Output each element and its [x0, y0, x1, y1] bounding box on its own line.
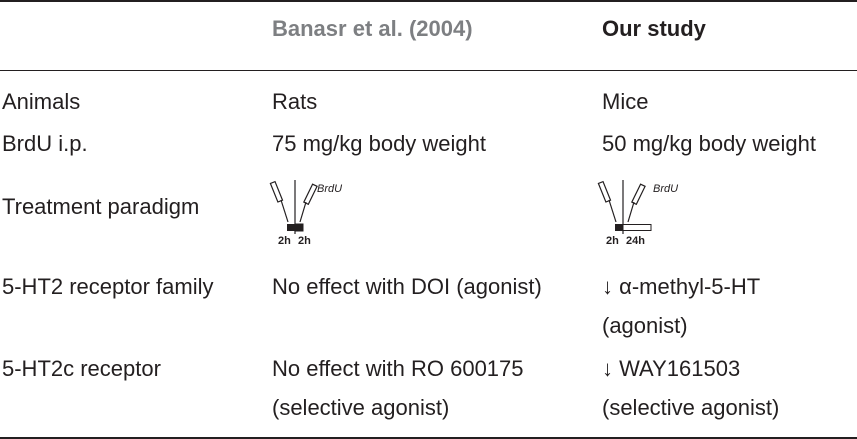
syringe-icon: [627, 183, 646, 223]
pre-interval-label: 2h: [606, 235, 619, 246]
ours-brdu-dose: 50 mg/kg body weight: [602, 131, 817, 156]
post-interval-label: 24h: [626, 235, 645, 246]
table-bottom-rule: [0, 437, 857, 439]
ours-treatment-diagram: BrdU 2h 24h: [596, 178, 706, 246]
header-our-study: Our study: [602, 16, 706, 41]
row-label-treatment: Treatment paradigm: [2, 194, 200, 219]
syringe-icon: [299, 183, 318, 223]
ours-5ht2c-line2: (selective agonist): [602, 395, 780, 420]
row-label-animals: Animals: [2, 89, 81, 114]
ours-5ht2c-line1: ↓ WAY161503: [602, 356, 741, 381]
post-interval-bar: [622, 224, 652, 231]
row-label-5ht2-family: 5-HT2 receptor family: [2, 274, 214, 299]
pre-interval-bar: [615, 224, 623, 231]
syringe-icon: [597, 180, 617, 223]
header-banasr: Banasr et al. (2004): [272, 16, 473, 41]
post-interval-bar: [294, 223, 304, 232]
banasr-brdu-dose: 75 mg/kg body weight: [272, 131, 487, 156]
post-interval-label: 2h: [298, 235, 311, 246]
ours-5ht2-family-line1: ↓ α-methyl-5-HT: [602, 274, 761, 299]
banasr-5ht2c-line2: (selective agonist): [272, 395, 450, 420]
table-top-rule: [0, 0, 857, 2]
row-label-5ht2c: 5-HT2c receptor: [2, 356, 161, 381]
header-rule: [0, 70, 857, 71]
banasr-treatment-diagram: BrdU 2h 2h: [268, 178, 358, 246]
ours-animals: Mice: [602, 89, 649, 114]
syringe-icon: [269, 180, 289, 223]
brdu-tag: BrdU: [653, 183, 678, 195]
pre-interval-bar: [287, 224, 295, 231]
pre-interval-label: 2h: [278, 235, 291, 246]
ours-5ht2-family-line2: (agonist): [602, 313, 688, 338]
banasr-5ht2c-line1: No effect with RO 600175: [272, 356, 524, 381]
banasr-5ht2-family: No effect with DOI (agonist): [272, 274, 542, 299]
brdu-tag: BrdU: [317, 183, 342, 195]
row-label-brdu: BrdU i.p.: [2, 131, 88, 156]
banasr-animals: Rats: [272, 89, 318, 114]
